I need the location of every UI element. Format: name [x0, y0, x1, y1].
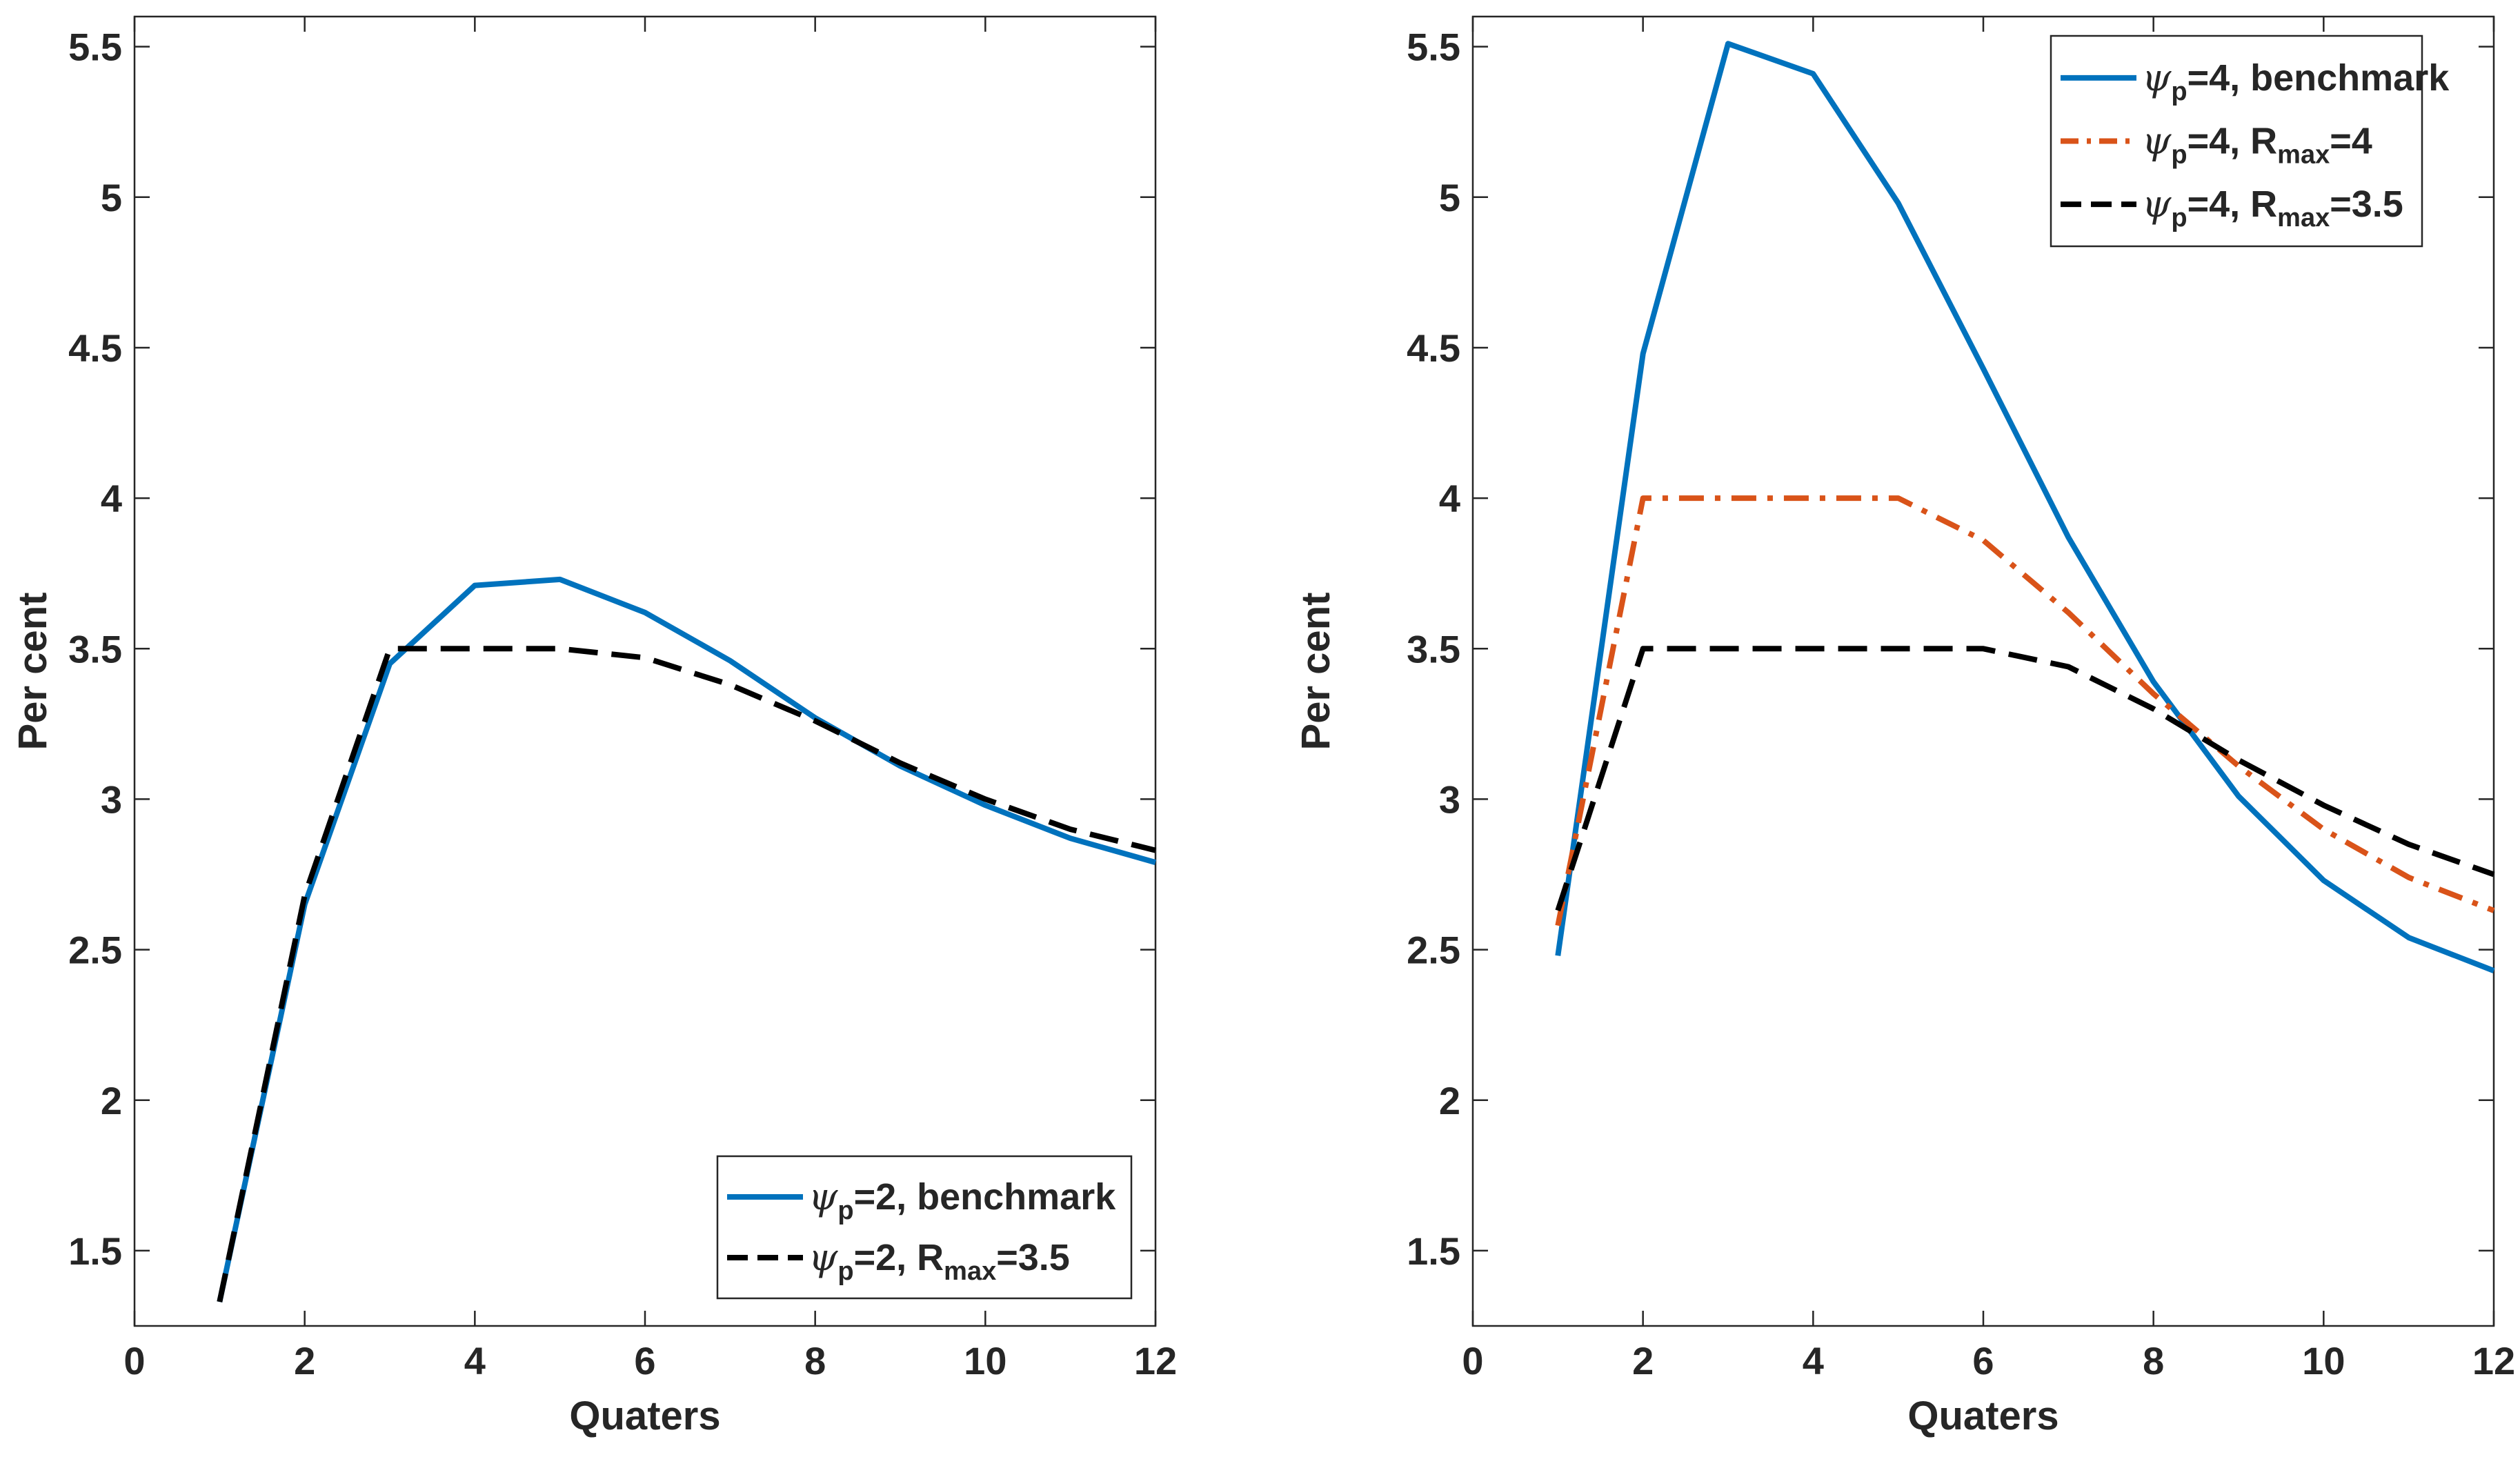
series-line	[217, 576, 1157, 1302]
y-tick-label: 1.5	[1407, 1229, 1460, 1273]
x-tick-label: 0	[1462, 1339, 1483, 1382]
x-tick-label: 2	[294, 1339, 315, 1382]
right-chart-panel: 0 2 4 6 8 10 12 1.5 2 2.5 3 3.5 4 4.5 5 5.5 Quaters Per c…	[1293, 15, 2515, 1438]
legend-box	[716, 1155, 1133, 1300]
y-tick-label: 2.5	[1407, 929, 1460, 972]
y-tick-label: 4.5	[68, 326, 122, 370]
y-tick-label: 5.5	[68, 26, 122, 69]
y-tick-label: 1.5	[68, 1229, 122, 1273]
x-tick-label: 6	[1972, 1339, 1994, 1382]
x-tick-label: 10	[2302, 1339, 2345, 1382]
x-tick-label: 8	[804, 1339, 826, 1382]
series-line	[1555, 41, 2495, 973]
y-tick-label: 3.5	[1407, 627, 1460, 671]
x-tick-label: 10	[964, 1339, 1006, 1382]
y-tick-label: 5.5	[1407, 26, 1460, 69]
legend-entry-label: ψp=4, Rmax=4	[2142, 119, 2372, 170]
series-line	[1555, 495, 2495, 926]
x-tick-label: 4	[464, 1339, 486, 1382]
x-tick-label: 12	[1134, 1339, 1177, 1382]
y-tick-label: 4	[101, 477, 122, 520]
series-line	[1555, 646, 2495, 912]
legend-entry-label: ψp=2, benchmark	[808, 1175, 1116, 1225]
y-tick-label: 3	[101, 777, 122, 821]
legend-entry-label: ψp=2, Rmax=3.5	[808, 1236, 1070, 1286]
y-tick-label: 4	[1439, 477, 1460, 520]
legend: ψp=4, benchmark ψp=4, Rmax=4 ψp=4, Rmax=3.…	[2050, 34, 2450, 248]
x-tick-label: 2	[1632, 1339, 1654, 1382]
y-tick-label: 2	[1439, 1079, 1460, 1122]
y-tick-label: 5	[1439, 176, 1460, 219]
y-tick-label: 4.5	[1407, 326, 1460, 370]
x-tick-label: 8	[2143, 1339, 2164, 1382]
y-tick-label: 2.5	[68, 929, 122, 972]
x-tick-label: 6	[634, 1339, 655, 1382]
left-chart-panel: 0 2 4 6 8 10 12 1.5 2 2.5 3 3.5 4 4.5 5 5.5 Quaters Per c…	[10, 15, 1177, 1438]
x-axis-label: Quaters	[1907, 1394, 2058, 1438]
legend-entry-label: ψp=4, benchmark	[2142, 56, 2450, 106]
x-tick-label: 4	[1803, 1339, 1824, 1382]
y-tick-label: 5	[101, 176, 122, 219]
y-axis-label: Per cent	[1293, 593, 1338, 751]
x-axis-label: Quaters	[569, 1394, 720, 1438]
y-tick-label: 3	[1439, 777, 1460, 821]
legend: ψp=2, benchmark ψp=2, Rmax=3.5	[716, 1155, 1133, 1300]
x-tick-label: 12	[2472, 1339, 2515, 1382]
y-tick-label: 2	[101, 1079, 122, 1122]
y-tick-label: 3.5	[68, 627, 122, 671]
plot-area-frame	[133, 15, 1157, 1327]
legend-entry-label: ψp=4, Rmax=3.5	[2142, 182, 2403, 232]
x-tick-label: 0	[123, 1339, 145, 1382]
y-axis-label: Per cent	[10, 593, 55, 751]
